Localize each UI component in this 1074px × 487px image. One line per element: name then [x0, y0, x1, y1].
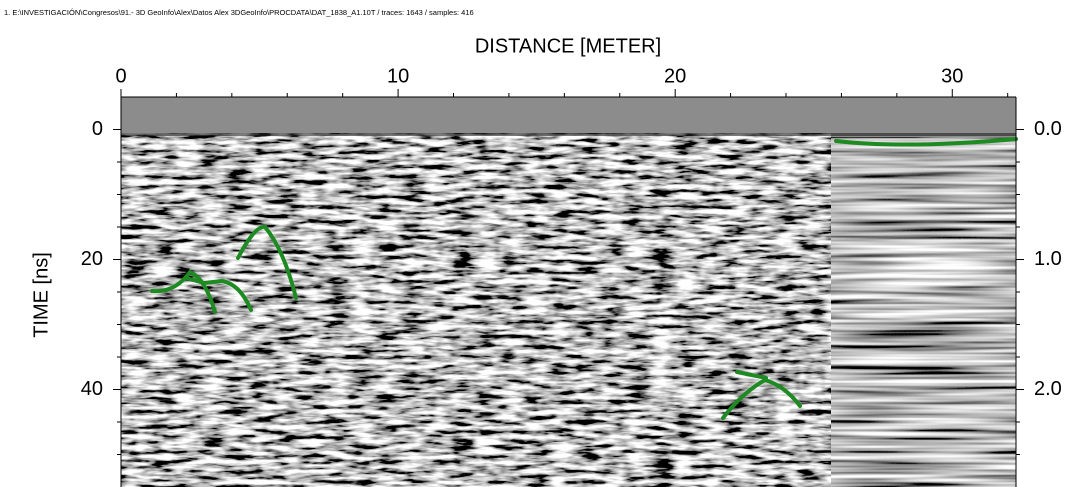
radargram [121, 97, 1016, 487]
y-tick-label: 40 [81, 378, 103, 400]
y-tick-label: 20 [81, 248, 103, 270]
x-axis-title: DISTANCE [METER] [475, 35, 661, 57]
y-axis-title: TIME [ns] [30, 252, 52, 338]
radargram-section [121, 130, 831, 487]
y2-tick-label: 1.0 [1034, 248, 1062, 270]
y2-tick-label: 2.0 [1034, 378, 1062, 400]
radargram-section [831, 135, 1016, 487]
air-band [831, 97, 1016, 137]
x-tick-label: 20 [664, 65, 686, 87]
x-tick-label: 30 [941, 65, 963, 87]
file-label: 1. E:\INVESTIGACIÓN\Congresos\91.- 3D Ge… [4, 8, 474, 17]
y2-tick-label: 0.0 [1034, 118, 1062, 140]
x-tick-label: 10 [387, 65, 409, 87]
direct-wave [121, 133, 1016, 136]
y-tick-label: 0 [92, 118, 103, 140]
air-band [121, 97, 831, 133]
x-tick-label: 0 [115, 65, 126, 87]
chart: 1. E:\INVESTIGACIÓN\Congresos\91.- 3D Ge… [0, 0, 1074, 487]
